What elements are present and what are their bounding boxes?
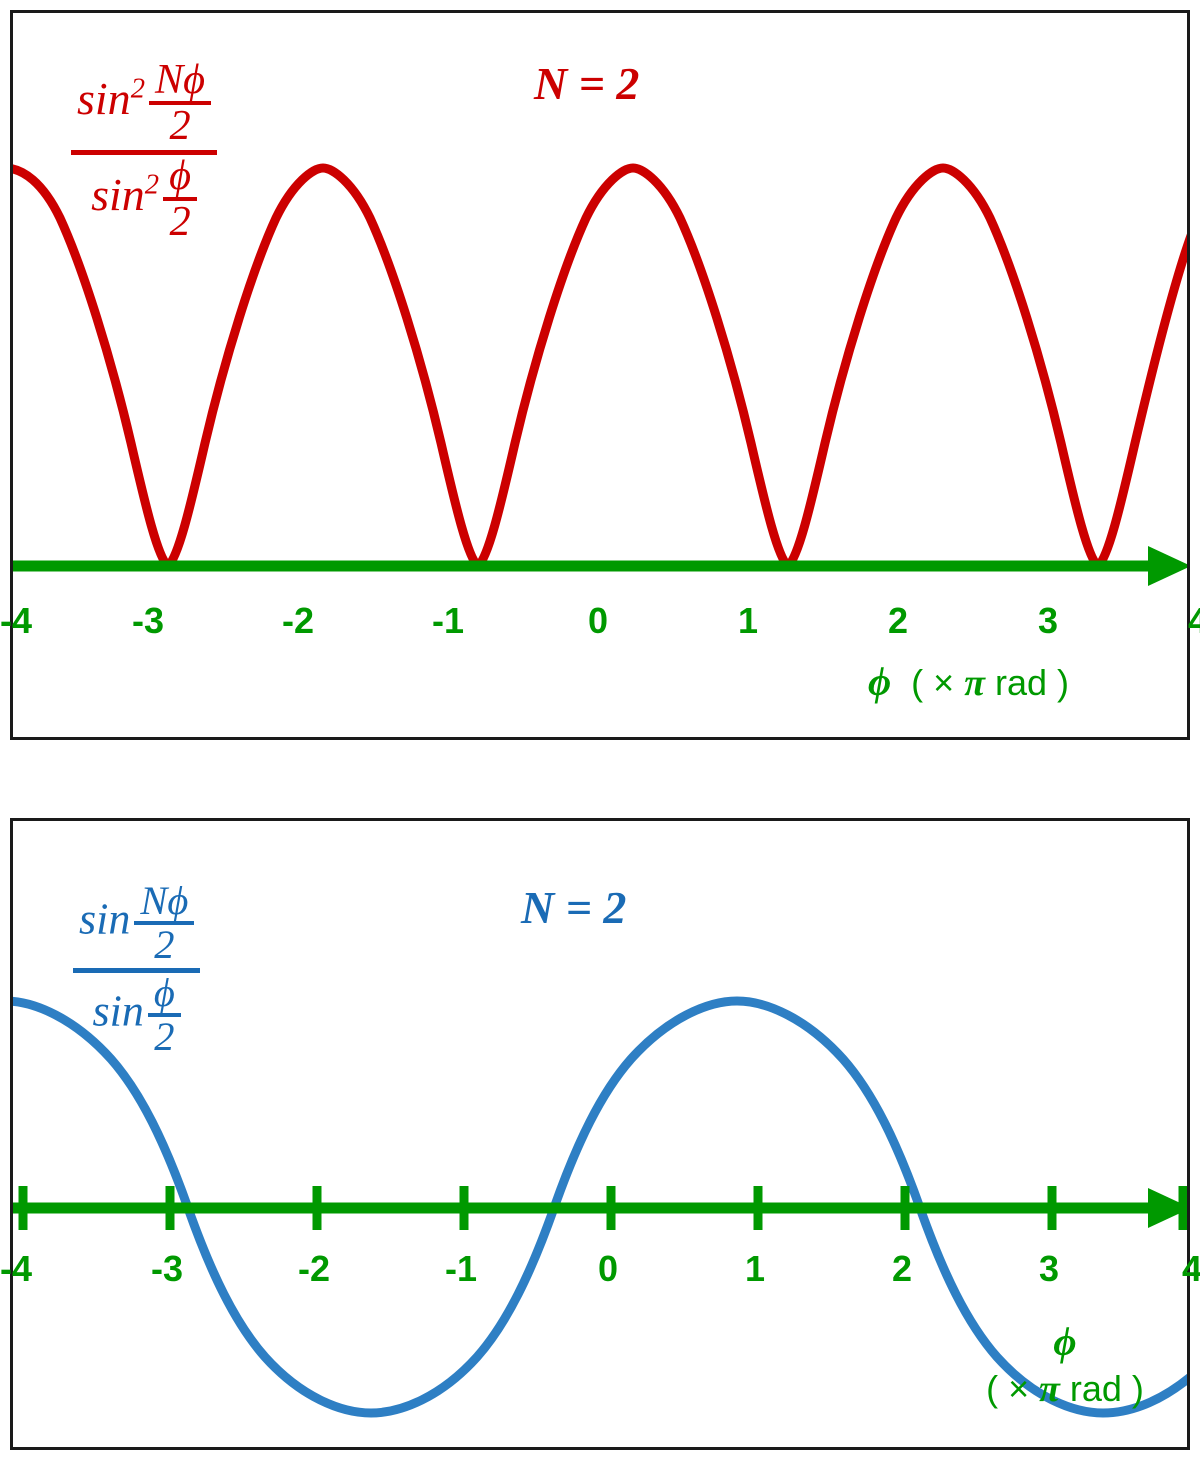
- inner-den: 2: [169, 197, 191, 245]
- caption-paren-open: ( ×: [901, 662, 965, 703]
- inner-den: 2: [154, 1014, 175, 1060]
- caption-rad: rad ): [984, 662, 1069, 703]
- inner-fraction-numerator: Nϕ 2: [148, 58, 212, 150]
- axis-caption-bottom: ϕ ( × π rad ): [960, 1318, 1170, 1411]
- tick-label-bottom-2: 2: [891, 1248, 913, 1289]
- caption-rad: rad ): [1059, 1368, 1144, 1409]
- inner-den: 2: [154, 922, 175, 968]
- chart-title-top-text: N = 2: [534, 58, 640, 109]
- top-plot-svg: [13, 163, 1187, 586]
- sin-word: sin: [77, 72, 131, 124]
- phi-symbol: ϕ: [868, 659, 892, 704]
- chart-title-top: N = 2: [534, 57, 639, 110]
- bottom-plot-svg: [13, 996, 1187, 1418]
- inner-num: Nϕ: [134, 880, 195, 926]
- tick-label-top--1: -1: [431, 600, 464, 641]
- sin-exponent: 2: [144, 169, 160, 201]
- tick-label-top--3: -3: [131, 600, 164, 641]
- x-axis-arrowhead: [1148, 1188, 1187, 1228]
- sin-word: sin: [91, 168, 145, 220]
- tick-label-bottom-0: 0: [597, 1248, 619, 1289]
- axis-caption-top: ϕ ( × π rad ): [868, 658, 1069, 705]
- blue-curve-path: [13, 996, 1187, 1418]
- tick-label-top-0: 0: [587, 600, 609, 641]
- tick-label-top-3: 3: [1037, 600, 1059, 641]
- phi-symbol: ϕ: [1053, 1319, 1077, 1364]
- x-axis-ticks: [18, 1186, 1187, 1230]
- tick-label-bottom-4: 4: [1181, 1248, 1200, 1289]
- axis-caption-bottom-line1: ϕ: [960, 1318, 1170, 1365]
- formula-denominator: sin2 ϕ 2: [71, 154, 217, 245]
- caption-paren-open: ( ×: [986, 1368, 1040, 1409]
- formula-denominator: sin ϕ 2: [73, 972, 200, 1060]
- chart-title-bottom-text: N = 2: [521, 882, 627, 933]
- formula-numerator: sin Nϕ 2: [73, 880, 201, 973]
- chart-panel-top: sin2 Nϕ 2 sin2 ϕ 2 N = 2: [10, 10, 1190, 740]
- formula-label-top: sin2 Nϕ 2 sin2 ϕ 2: [71, 58, 218, 245]
- pi-symbol: π: [964, 662, 985, 704]
- axis-caption-bottom-line2: ( × π rad ): [960, 1367, 1170, 1411]
- sin-word: sin: [92, 986, 144, 1036]
- tick-label-top-1: 1: [737, 600, 759, 641]
- x-axis-arrowhead: [1148, 546, 1187, 586]
- inner-num: ϕ: [163, 154, 197, 201]
- chart-title-bottom: N = 2: [521, 881, 626, 934]
- inner-fraction-numerator: Nϕ 2: [134, 880, 195, 968]
- sin-exponent: 2: [130, 73, 145, 105]
- formula-fraction-outer: sin2 Nϕ 2 sin2 ϕ 2: [71, 58, 218, 245]
- inner-den: 2: [169, 102, 191, 150]
- formula-numerator: sin2 Nϕ 2: [71, 58, 218, 155]
- tick-label-top-4: 4: [1187, 600, 1200, 641]
- red-curve-path: [13, 163, 1187, 571]
- formula-fraction-outer: sin Nϕ 2 sin ϕ 2: [73, 880, 201, 1060]
- tick-label-bottom--2: -2: [297, 1248, 330, 1289]
- tick-label-bottom-1: 1: [744, 1248, 766, 1289]
- tick-label-top-2: 2: [887, 600, 909, 641]
- sin-word: sin: [79, 894, 131, 944]
- tick-label-bottom--1: -1: [444, 1248, 477, 1289]
- pi-symbol: π: [1039, 1368, 1060, 1410]
- formula-label-bottom: sin Nϕ 2 sin ϕ 2: [73, 880, 201, 1060]
- tick-label-bottom--4: -4: [0, 1248, 32, 1289]
- inner-num: Nϕ: [148, 58, 212, 106]
- inner-num: ϕ: [147, 972, 181, 1018]
- tick-label-top--2: -2: [281, 600, 314, 641]
- tick-label-bottom--3: -3: [150, 1248, 183, 1289]
- chart-panel-bottom: sin Nϕ 2 sin ϕ 2 N = 2: [10, 818, 1190, 1450]
- tick-label-top--4: -4: [0, 600, 32, 641]
- tick-label-bottom-3: 3: [1038, 1248, 1060, 1289]
